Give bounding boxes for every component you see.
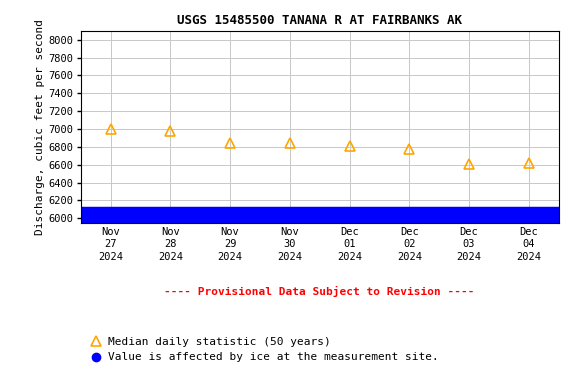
Y-axis label: Discharge, cubic feet per second: Discharge, cubic feet per second (35, 19, 44, 235)
Text: ---- Provisional Data Subject to Revision ----: ---- Provisional Data Subject to Revisio… (164, 286, 475, 297)
Title: USGS 15485500 TANANA R AT FAIRBANKS AK: USGS 15485500 TANANA R AT FAIRBANKS AK (177, 14, 462, 27)
Legend: Median daily statistic (50 years), Value is affected by ice at the measurement s: Median daily statistic (50 years), Value… (86, 333, 444, 367)
